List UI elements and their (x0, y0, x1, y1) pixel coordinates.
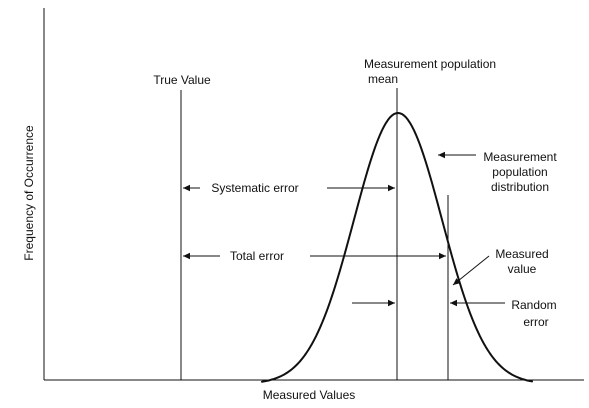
random-error-label-line2: error (523, 315, 548, 329)
measured-value-label-line1: Measured (495, 247, 548, 261)
x-axis-label: Measured Values (263, 388, 356, 402)
y-axis-label: Frequency of Occurrence (22, 125, 36, 261)
population-mean-label-line2: mean (368, 72, 398, 86)
population-distribution-curve (261, 112, 533, 383)
measured-value-label-line2: value (508, 262, 537, 276)
measured-value-pointer-arrow (452, 255, 490, 286)
population-mean-label-line1: Measurement population (364, 57, 496, 71)
random-error-label-line1: Random (511, 298, 556, 312)
true-value-label: True Value (153, 73, 211, 87)
systematic-error-label: Systematic error (211, 181, 298, 195)
total-error-label: Total error (230, 249, 284, 263)
distribution-label-line1: Measurement (483, 150, 557, 164)
distribution-label-line2: population (492, 165, 547, 179)
distribution-label-line3: distribution (491, 180, 549, 194)
